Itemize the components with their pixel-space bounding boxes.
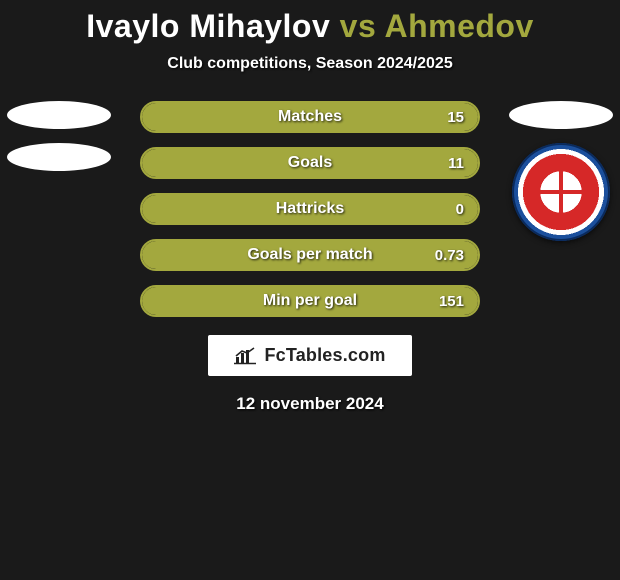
club-badge [512, 143, 610, 241]
stat-label: Hattricks [276, 200, 344, 218]
footer: FcTables.com 12 november 2024 [0, 335, 620, 414]
stat-bar: Goals per match 0.73 [140, 239, 480, 271]
stat-label: Min per goal [263, 292, 357, 310]
player-photo-placeholder [7, 101, 111, 129]
player2-name: Ahmedov [384, 8, 533, 44]
generated-date: 12 november 2024 [0, 394, 620, 414]
brand-badge: FcTables.com [208, 335, 411, 376]
stat-label: Matches [278, 108, 342, 126]
stat-bar: Matches 15 [140, 101, 480, 133]
stat-value: 0.73 [435, 247, 464, 264]
stat-value: 11 [448, 155, 464, 172]
right-column [506, 101, 616, 241]
stat-label: Goals [288, 154, 332, 172]
stat-bar: Goals 11 [140, 147, 480, 179]
stat-value: 0 [456, 201, 464, 218]
season-subtitle: Club competitions, Season 2024/2025 [0, 55, 620, 73]
vs-separator: vs [330, 8, 384, 44]
stat-value: 15 [447, 109, 464, 126]
player1-name: Ivaylo Mihaylov [86, 8, 330, 44]
stat-label: Goals per match [247, 246, 372, 264]
stat-bar: Min per goal 151 [140, 285, 480, 317]
stat-bars: Matches 15 Goals 11 Hattricks 0 Goals per matc… [140, 101, 480, 317]
chart-icon [234, 347, 256, 365]
stat-bar: Hattricks 0 [140, 193, 480, 225]
left-column [4, 101, 114, 171]
header: Ivaylo Mihaylov vs Ahmedov Club competit… [0, 0, 620, 73]
player-photo-placeholder [509, 101, 613, 129]
club-badge-placeholder [7, 143, 111, 171]
brand-text: FcTables.com [264, 345, 385, 366]
comparison-title: Ivaylo Mihaylov vs Ahmedov [0, 8, 620, 45]
stat-value: 151 [439, 293, 464, 310]
content-area: Matches 15 Goals 11 Hattricks 0 Goals per matc… [0, 101, 620, 317]
